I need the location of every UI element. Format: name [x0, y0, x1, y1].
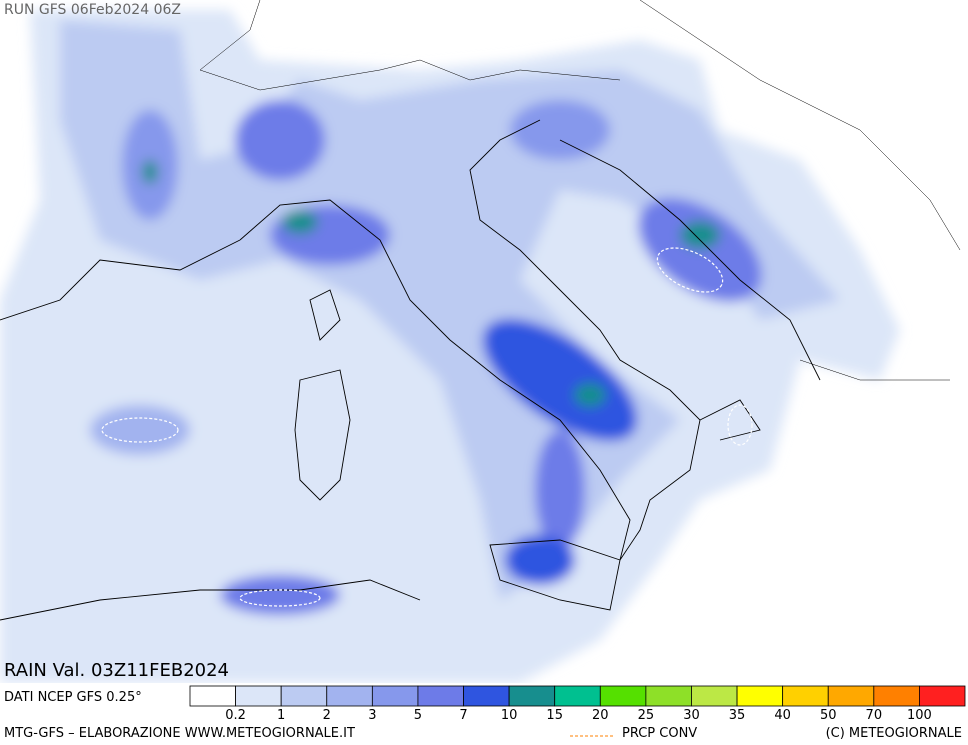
legend-label: 0.2	[225, 708, 246, 723]
run-label: RUN GFS 06Feb2024 06Z	[4, 2, 181, 18]
source-label: DATI NCEP GFS 0.25°	[4, 690, 142, 705]
legend-label: 40	[774, 708, 791, 723]
variable-label: RAIN Val. 03Z11FEB2024	[4, 660, 229, 681]
legend-swatch	[873, 685, 920, 707]
legend-label: 20	[592, 708, 609, 723]
legend-swatch	[463, 685, 510, 707]
legend-swatch	[827, 685, 875, 707]
borders	[199, 0, 961, 381]
legend-swatch	[736, 685, 784, 707]
legend-label: 15	[546, 708, 563, 723]
legend-swatch	[371, 685, 419, 707]
legend-swatch	[235, 685, 282, 707]
legend-label: 1	[277, 708, 285, 723]
legend-swatch	[554, 685, 601, 707]
legend-label: 70	[866, 708, 883, 723]
legend-label: 25	[638, 708, 655, 723]
precip-field	[0, 0, 961, 683]
legend-label: 5	[414, 708, 422, 723]
legend-label: 100	[907, 708, 932, 723]
credit: MTG-GFS – ELABORAZIONE WWW.METEOGIORNALE…	[4, 726, 355, 741]
coastlines	[0, 119, 821, 621]
legend-swatch	[645, 685, 692, 707]
legend-swatch	[189, 685, 236, 707]
legend-label: 50	[820, 708, 837, 723]
legend-label: 30	[683, 708, 700, 723]
legend: 0.2 1 2 3 5 7 10 15 20 25 30 35 40 50 70 100	[189, 685, 966, 723]
legend-label: 3	[368, 708, 376, 723]
legend-swatch	[782, 685, 829, 707]
legend-swatch	[508, 685, 556, 707]
conv-label: PRCP CONV	[622, 726, 697, 741]
legend-swatch	[280, 685, 328, 707]
legend-label: 35	[729, 708, 746, 723]
legend-swatch	[417, 685, 464, 707]
legend-swatch	[691, 685, 738, 707]
legend-swatch	[599, 685, 647, 707]
legend-swatch	[326, 685, 373, 707]
legend-swatch	[919, 685, 966, 707]
legend-label: 7	[459, 708, 467, 723]
legend-label: 10	[501, 708, 518, 723]
legend-label: 2	[323, 708, 331, 723]
copyright: (C) METEOGIORNALE	[826, 726, 962, 741]
conv-contours	[101, 247, 753, 607]
